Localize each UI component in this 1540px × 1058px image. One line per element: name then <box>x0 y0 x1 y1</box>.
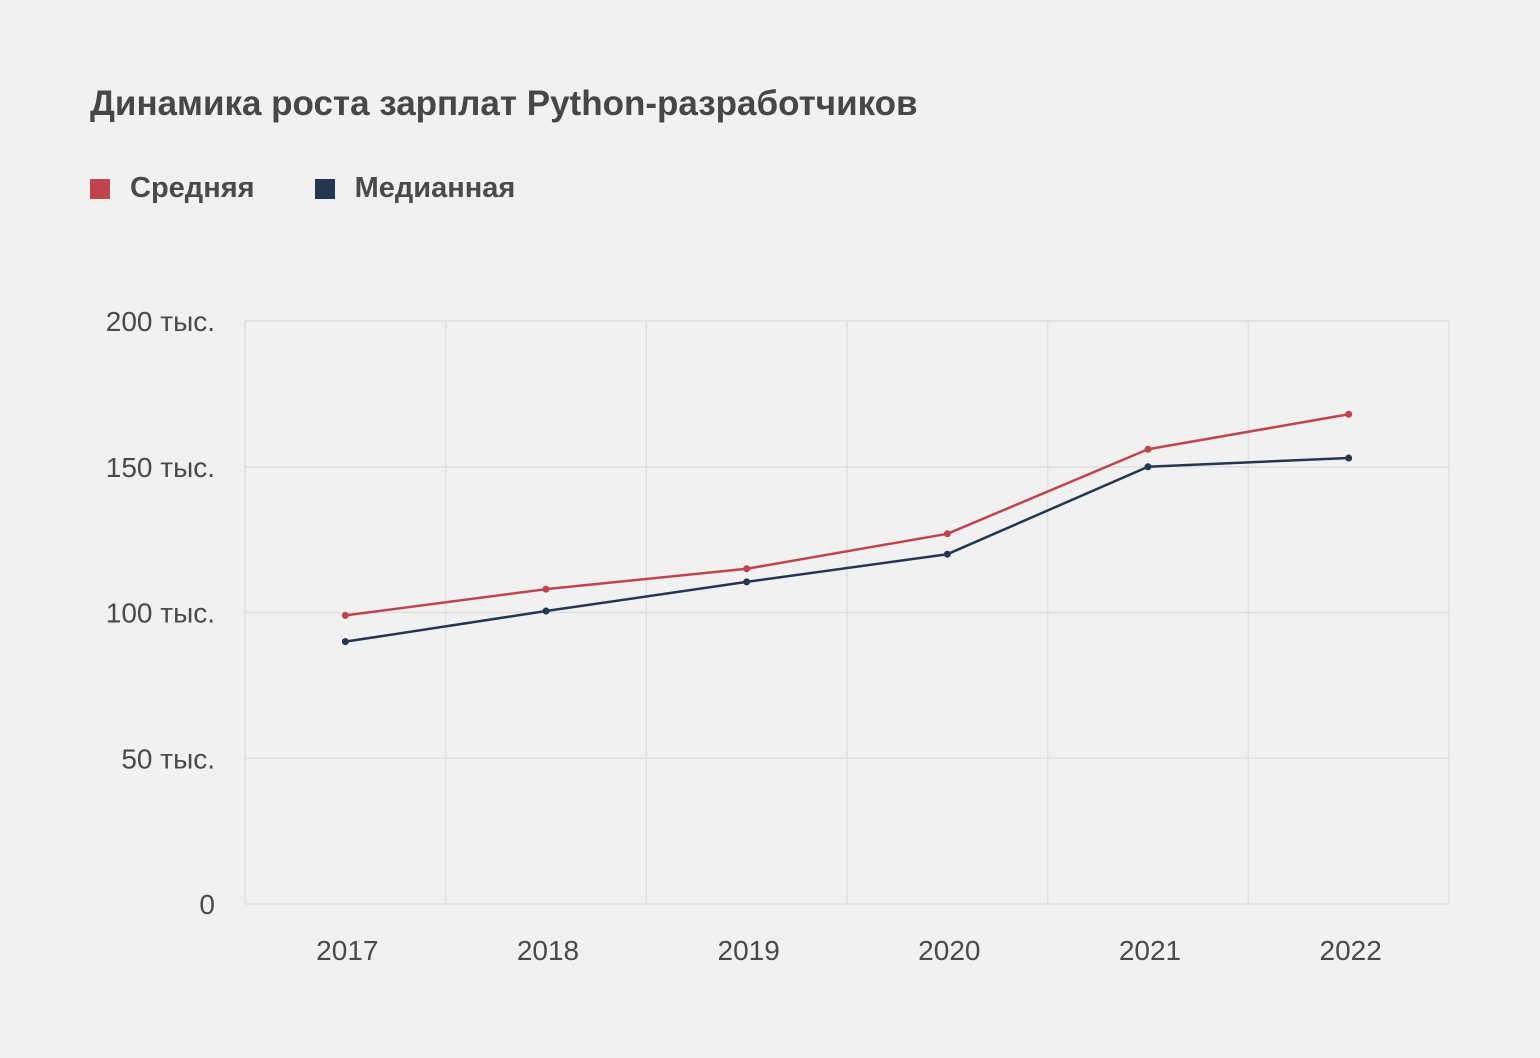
y-tick-label: 50 тыс. <box>121 743 215 774</box>
legend-swatch-mean <box>90 178 110 199</box>
legend-label-median: Медианная <box>354 172 516 204</box>
data-point-median <box>1345 454 1353 462</box>
data-point-mean <box>1144 445 1152 453</box>
x-tick-label: 2019 <box>718 935 780 966</box>
x-tick-label: 2017 <box>316 935 378 966</box>
data-point-mean <box>542 585 550 593</box>
series-line-mean <box>345 413 1349 617</box>
data-point-median <box>1144 463 1152 471</box>
legend-label-mean: Средняя <box>130 172 255 204</box>
legend-item-median: Медианная <box>314 172 516 205</box>
x-tick-label: 2022 <box>1320 935 1382 966</box>
x-tick-label: 2018 <box>517 935 579 966</box>
x-tick-label: 2021 <box>1119 935 1181 966</box>
y-tick-label: 200 тыс. <box>106 306 215 337</box>
y-tick-label: 100 тыс. <box>106 598 215 629</box>
series-line-median <box>345 456 1349 643</box>
chart-title: Динамика роста зарплат Python-разработчи… <box>90 84 918 123</box>
data-point-mean <box>943 530 951 538</box>
legend: Средняя Медианная <box>90 172 575 205</box>
y-tick-label: 0 <box>199 889 215 920</box>
data-point-mean <box>743 565 751 573</box>
legend-swatch-median <box>314 178 335 199</box>
y-tick-label: 150 тыс. <box>106 452 215 483</box>
data-point-mean <box>341 611 349 619</box>
data-point-median <box>542 607 550 615</box>
data-point-median <box>943 550 951 558</box>
x-tick-label: 2020 <box>918 935 980 966</box>
data-point-mean <box>1345 410 1353 418</box>
legend-item-mean: Средняя <box>90 172 255 205</box>
data-point-median <box>743 578 751 586</box>
data-point-median <box>341 638 349 646</box>
